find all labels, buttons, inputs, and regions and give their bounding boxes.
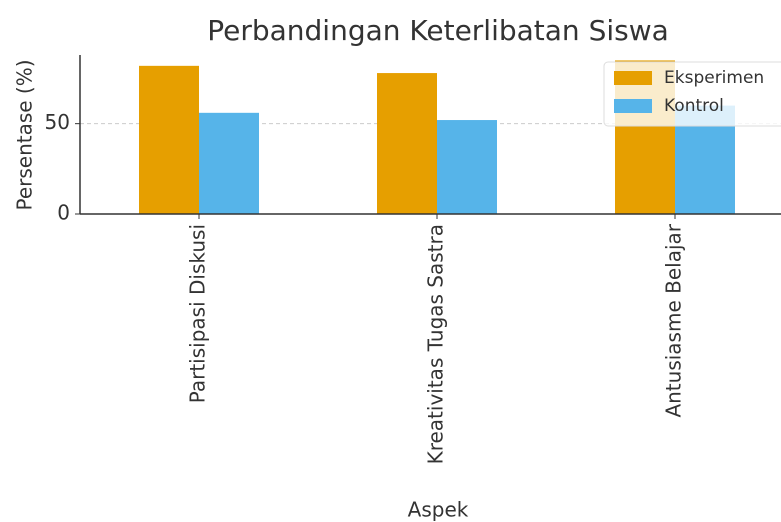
legend-swatch: [614, 71, 652, 85]
y-tick-label: 50: [45, 110, 70, 134]
x-tick-label: Kreativitas Tugas Sastra: [424, 224, 448, 464]
bar: [377, 73, 437, 215]
bar: [437, 120, 497, 214]
bar: [199, 112, 259, 214]
chart-title: Perbandingan Keterlibatan Siswa: [207, 14, 669, 47]
x-tick-label: Partisipasi Diskusi: [186, 224, 210, 403]
y-tick-label: 0: [57, 201, 70, 225]
legend-label: Eksperimen: [664, 68, 764, 88]
bar: [139, 65, 199, 214]
y-axis-label: Persentase (%): [13, 59, 37, 210]
x-tick-label: Antusiasme Belajar: [662, 223, 686, 417]
x-axis-label: Aspek: [408, 498, 469, 522]
legend-swatch: [614, 99, 652, 113]
legend-label: Kontrol: [664, 96, 724, 116]
